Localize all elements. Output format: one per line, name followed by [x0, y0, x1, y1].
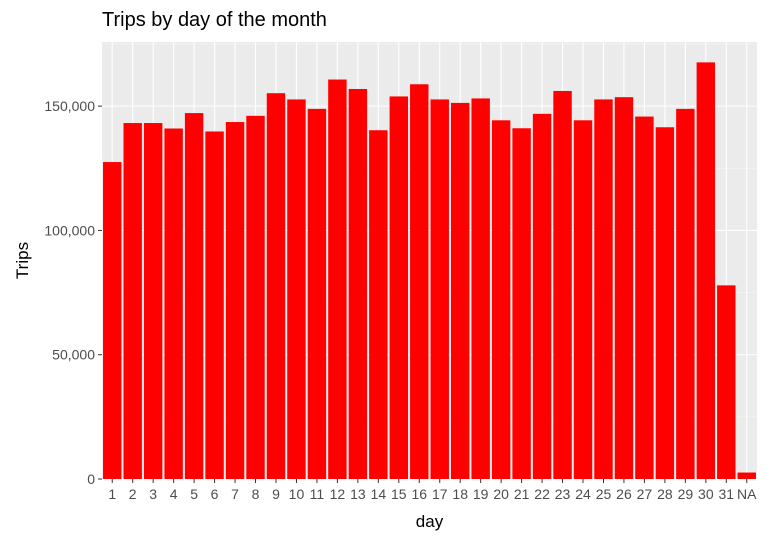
x-axis: 1 2 3 4 5 6 7 8 9 10 11 12 13 14 15 16 17 18 19 20 21 22 23 24 2… — [108, 479, 757, 502]
x-tick-label: 14 — [371, 486, 387, 502]
x-tick-label: 20 — [493, 486, 509, 502]
bar-day-21 — [512, 128, 531, 480]
x-tick-label: 21 — [514, 486, 530, 502]
bar-day-24 — [573, 120, 593, 479]
x-tick-label: 7 — [231, 486, 239, 502]
x-tick-label: 23 — [555, 486, 571, 502]
x-tick-label: 6 — [211, 486, 219, 502]
bar-day-4 — [164, 128, 183, 479]
bar-day-5 — [184, 113, 204, 479]
bar-day-22 — [532, 113, 552, 479]
bar-day-13 — [348, 88, 368, 479]
bar-day-9 — [266, 93, 286, 479]
bar-day-3 — [143, 123, 163, 479]
x-tick-label: 30 — [698, 486, 714, 502]
bar-day-14 — [369, 130, 388, 479]
x-axis-title: day — [416, 512, 444, 531]
x-tick-label: 13 — [350, 486, 366, 502]
bar-day-10 — [287, 99, 306, 479]
bar-day-25 — [594, 99, 613, 479]
y-tick-label: 100,000 — [44, 222, 95, 238]
bar-day-31 — [717, 285, 736, 479]
x-tick-label: 26 — [616, 486, 632, 502]
x-tick-label: 25 — [596, 486, 612, 502]
bars-group — [103, 62, 756, 480]
bar-day-16 — [410, 84, 429, 480]
bar-day-23 — [553, 90, 572, 479]
bar-day-na — [737, 472, 756, 479]
bar-day-11 — [307, 108, 327, 479]
bar-day-15 — [389, 96, 409, 479]
x-tick-label: 10 — [289, 486, 305, 502]
x-tick-label: 28 — [657, 486, 673, 502]
x-tick-label: 17 — [432, 486, 448, 502]
bar-day-28 — [655, 127, 675, 479]
x-tick-label: 31 — [719, 486, 735, 502]
y-axis: 0 50,000 100,000 150,000 — [44, 98, 102, 487]
bar-day-30 — [696, 62, 716, 479]
y-axis-title: Trips — [13, 242, 32, 279]
x-tick-label: 2 — [129, 486, 137, 502]
x-tick-label: 9 — [272, 486, 280, 502]
bar-day-27 — [635, 116, 654, 480]
bar-day-6 — [205, 131, 224, 480]
bar-day-7 — [225, 122, 245, 480]
bar-day-18 — [450, 102, 470, 479]
x-tick-label: 24 — [575, 486, 591, 502]
x-tick-label: NA — [737, 486, 757, 502]
bar-day-2 — [123, 123, 142, 479]
y-tick-label: 0 — [87, 471, 95, 487]
bar-day-12 — [328, 79, 347, 479]
x-tick-label: 12 — [330, 486, 346, 502]
y-tick-label: 150,000 — [44, 98, 95, 114]
x-tick-label: 5 — [190, 486, 198, 502]
bar-day-1 — [103, 162, 122, 479]
x-tick-label: 11 — [310, 486, 325, 502]
bar-day-17 — [430, 99, 449, 479]
x-tick-label: 4 — [170, 486, 178, 502]
bar-day-29 — [676, 108, 695, 479]
x-tick-label: 27 — [637, 486, 653, 502]
x-tick-label: 22 — [534, 486, 550, 502]
x-tick-label: 19 — [473, 486, 489, 502]
x-tick-label: 16 — [411, 486, 427, 502]
x-tick-label: 1 — [108, 486, 116, 502]
x-tick-label: 18 — [452, 486, 468, 502]
chart-title: Trips by day of the month — [102, 9, 327, 31]
y-tick-label: 50,000 — [52, 347, 95, 363]
x-tick-label: 15 — [391, 486, 407, 502]
bar-day-8 — [246, 115, 265, 480]
x-tick-label: 8 — [252, 486, 260, 502]
bar-day-19 — [471, 98, 490, 480]
x-tick-label: 29 — [678, 486, 694, 502]
bar-day-20 — [491, 120, 511, 479]
bar-day-26 — [614, 97, 634, 480]
x-tick-label: 3 — [149, 486, 157, 502]
